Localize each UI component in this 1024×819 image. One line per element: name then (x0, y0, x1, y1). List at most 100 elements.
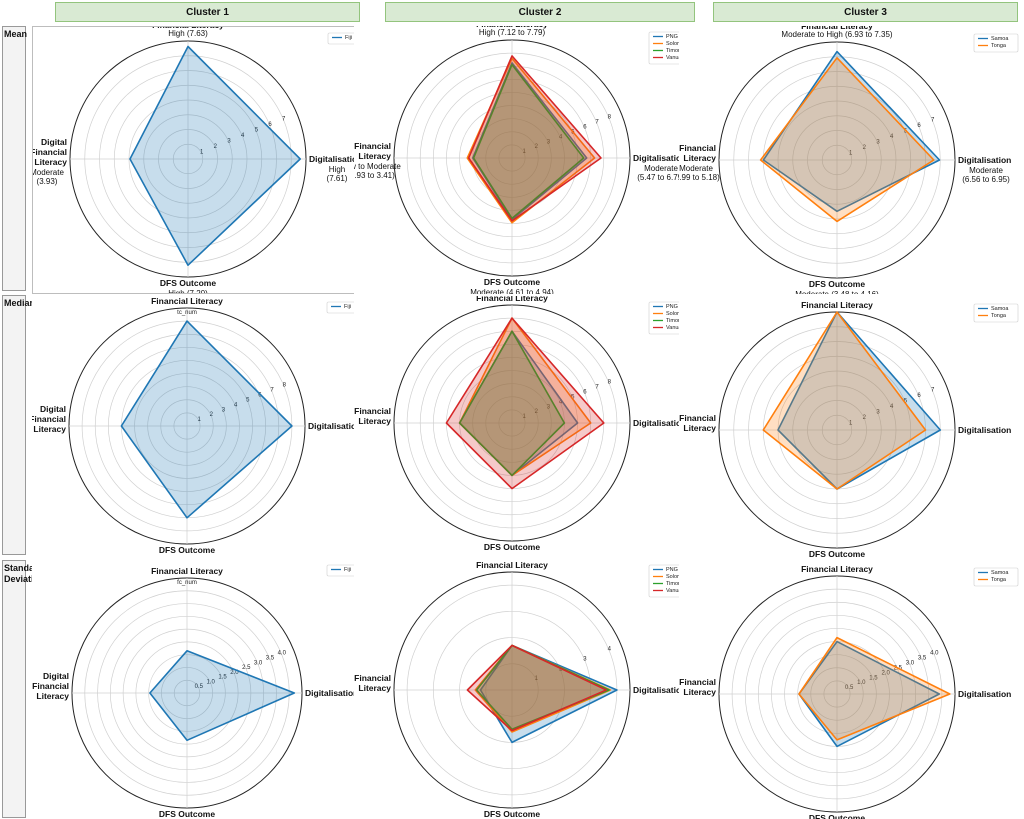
axis-label: Digitalisation (308, 421, 361, 431)
axis-label: Digital Financial Literacy (33, 137, 67, 167)
axis-annotation: High (7.61) (327, 165, 348, 183)
axis-annotation: Moderate (5.47 to 6.79) (637, 164, 685, 182)
axis-label: Financial Literacy (151, 296, 223, 306)
tick-label: 7 (931, 387, 935, 393)
tick-label: 6 (583, 390, 587, 396)
series-polygon-vanuatu (466, 644, 608, 732)
tick-label: 3 (222, 407, 226, 413)
cluster-2-header: Cluster 2 (385, 2, 695, 22)
series-polygon-tonga (762, 311, 927, 490)
axis-label: Financial Literacy (801, 300, 873, 310)
tick-label: 1.5 (869, 675, 878, 681)
tick-label: 5 (246, 397, 250, 403)
tick-label: 1 (200, 149, 204, 155)
tick-note: tc_num (177, 310, 197, 316)
radar-panel-c1-mean: 1 2 3 4 5 6 7 Financial LiteracyHigh (7.63) Digi… (32, 26, 372, 294)
radar-panel-c3-sd: 0.5 1.0 1.5 2.0 2.5 3.0 3.5 4.0 Financial Litera… (679, 560, 1021, 819)
axis-annotation: Moderate to High (6.93 to 7.35) (781, 30, 893, 39)
legend-entry: Solomon (666, 41, 688, 47)
axis-annotation: Moderate (3.93) (33, 168, 64, 186)
axis-label: Digital Financial Literacy (32, 404, 66, 434)
radar-panel-c3-mean: 1 2 3 4 5 6 7 Financial Literacy Moderate to Hig… (679, 26, 1021, 294)
tick-label: 2.5 (242, 665, 251, 671)
tick-label: 3.0 (906, 661, 915, 667)
legend-entry: PNG (666, 567, 678, 573)
axis-label: Digitalisation (309, 154, 362, 164)
tick-label: 1 (197, 417, 201, 423)
tick-label: 4 (234, 402, 238, 408)
tick-label: 3 (547, 139, 551, 145)
axis-label: DFS Outcome (160, 278, 216, 288)
tick-label: 1 (535, 676, 539, 682)
axis-label: Digitalisation (958, 155, 1011, 165)
axis-annotation: High (7.63) (168, 29, 208, 38)
axis-label: DFS Outcome (484, 277, 540, 287)
axis-label: Financial Literacy (151, 566, 223, 576)
legend-entry: Samoa (991, 306, 1009, 312)
tick-label: 3.0 (254, 660, 263, 666)
legend-entry: Tonga (991, 577, 1007, 583)
legend-entry: Vanuatu (666, 588, 686, 594)
axis-annotation: Moderate (4.61 to 4.94) (470, 288, 554, 294)
radar-panel-c2-sd: 1 2 3 4 Financial Literacy Digitalisation DFS … (354, 560, 694, 819)
radar-chart: 1 2 3 4 5 6 7 Financial LiteracyHigh (7.63) Digi… (33, 27, 371, 293)
axis-annotation: High (7.12 to 7.79) (479, 28, 546, 37)
tick-label: 3 (876, 139, 880, 145)
legend-entry: Vanuatu (666, 55, 686, 61)
tick-label: 1 (849, 420, 853, 426)
series-polygon-timor (458, 330, 566, 477)
series-polygon-fiji (129, 45, 302, 266)
tick-label: 4.0 (278, 651, 287, 657)
axis-annotation: Moderate(4.99 to 5.18) (679, 164, 720, 182)
series-polygon-fiji (149, 650, 296, 742)
axis-annotation: Moderate (3.48 to 4.16) (795, 290, 879, 294)
tick-label: 6 (917, 123, 921, 129)
axis-label: DFS Outcome (809, 549, 865, 558)
axis-label: Financial Literacy (476, 560, 548, 570)
axis-annotation: Moderate (6.56 to 6.95) (962, 166, 1010, 184)
axis-label: Financial Literacy (152, 27, 224, 30)
tick-label: 7 (595, 385, 599, 391)
tick-label: 4 (890, 404, 894, 410)
tick-label: 1 (849, 150, 853, 156)
axis-label: Digitalisation (958, 689, 1011, 699)
legend-entry: Tonga (991, 313, 1007, 319)
tick-label: 4 (608, 647, 612, 653)
tick-label: 6 (583, 125, 587, 131)
legend-entry: Fiji (345, 35, 352, 41)
tick-label: 7 (931, 117, 935, 123)
tick-label: 3.5 (266, 655, 275, 661)
tick-label: 6 (258, 393, 262, 399)
axis-label: Digitalisation (633, 685, 686, 695)
radar-panel-c3-median: 1 2 3 4 5 6 7 Financial Literacy Digitalisation D… (679, 296, 1021, 558)
radar-chart: 1 2 3 4 5 6 7 8 Financial Literacy Digitalisation… (354, 296, 694, 552)
tick-label: 6 (917, 393, 921, 399)
tick-label: 2 (210, 412, 214, 418)
cluster-1-header: Cluster 1 (55, 2, 360, 22)
axis-label: DFS Outcome (809, 279, 865, 289)
series-polygon-vanuatu (445, 317, 605, 490)
tick-label: 3 (876, 409, 880, 415)
radar-chart: 1 2 3 4 5 6 7 8 tc_num Financial Literacy Digitali… (32, 296, 372, 555)
tick-label: 7 (270, 388, 274, 394)
legend-entry: Timor (666, 48, 680, 54)
tick-label: 2.0 (230, 670, 239, 676)
axis-label: Digitalisation (633, 418, 686, 428)
tick-label: 4.0 (930, 651, 939, 657)
axis-label: DFS Outcome (159, 809, 215, 819)
tick-label: 6 (268, 122, 272, 128)
tick-label: 3 (227, 138, 231, 144)
tick-label: 5 (904, 398, 908, 404)
tick-label: 1 (522, 149, 526, 155)
tick-label: 2 (863, 145, 867, 151)
tick-label: 0.5 (845, 685, 854, 691)
tick-label: 4 (241, 133, 245, 139)
series-polygon-fiji (120, 320, 293, 519)
axis-label: DFS Outcome (159, 545, 215, 555)
